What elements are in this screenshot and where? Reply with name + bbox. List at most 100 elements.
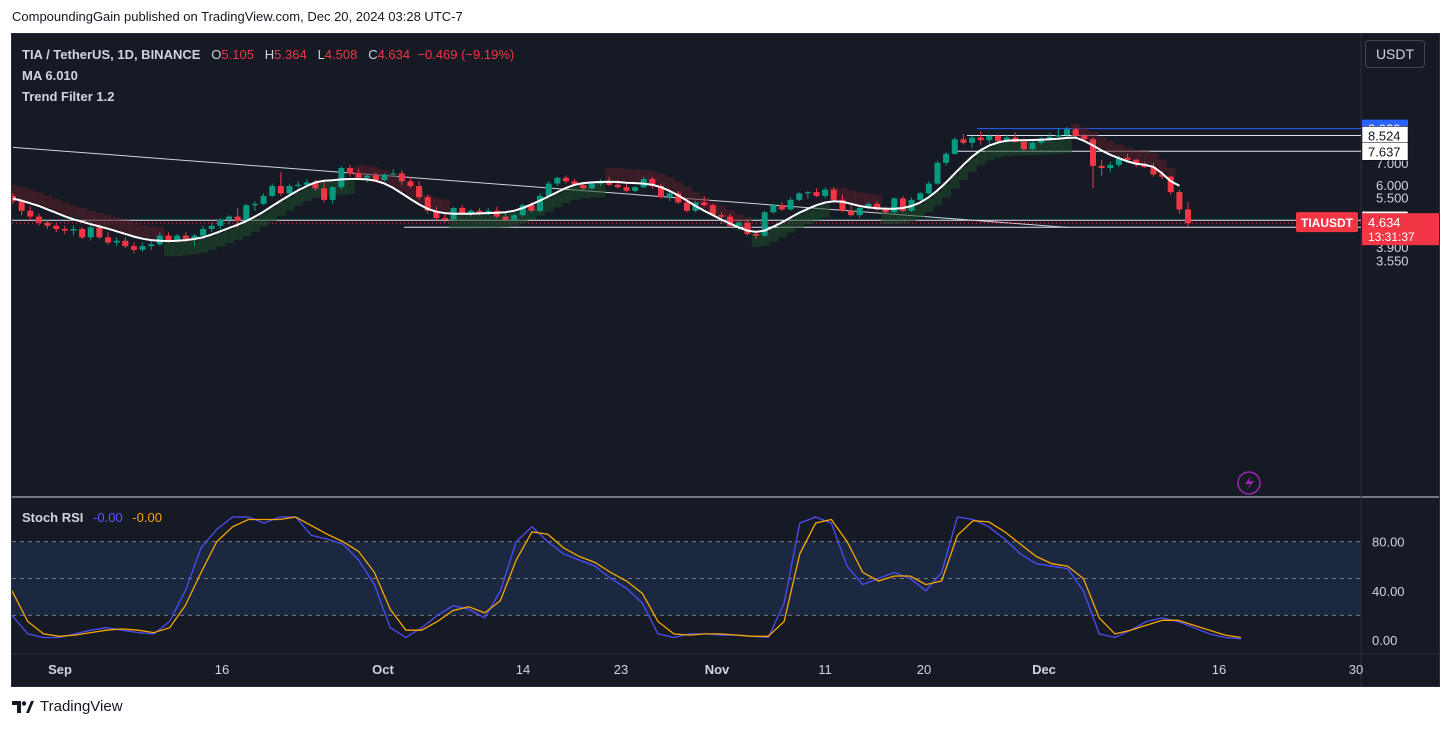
candle [407,176,414,189]
candle-body [727,216,734,226]
candle [649,176,656,189]
candle [105,232,112,245]
candle-body [1159,174,1166,177]
candle-body [130,246,137,250]
trend-band [103,214,113,228]
trend-filter-legend[interactable]: Trend Filter 1.2 [22,89,115,104]
trend-band [198,238,208,253]
candle [666,192,673,202]
trend-band [241,222,252,237]
chart-frame[interactable]: 8.0007.0006.0005.5003.9003.5508.9398.524… [11,33,1440,687]
candle-body [761,212,768,236]
candle [969,135,976,149]
trend-band [820,203,830,218]
candle [1176,189,1183,214]
trend-band [760,232,770,246]
candle [1107,161,1114,173]
candle [658,183,664,199]
candle [346,164,353,177]
trend-band [561,189,571,204]
ma-line [12,136,1180,243]
trend-band [691,192,701,205]
candle-body [571,181,578,185]
trend-band [941,183,951,198]
trend-band [492,214,502,228]
trend-band [673,181,684,194]
candle-body [277,185,284,194]
candle-body [554,177,561,184]
candle [623,183,630,193]
candle-body [364,175,371,178]
stoch-rsi-legend[interactable]: Stoch RSI -0.00 -0.00 [22,510,162,525]
trend-band [1157,159,1167,172]
trend-band [630,169,640,182]
trend-band [1054,140,1064,154]
candle-body [1072,129,1079,136]
chart-legend: TIA / TetherUS, 1D, BINANCE O5.105 H5.36… [22,44,514,107]
open-label: O [211,47,222,62]
candle [770,203,777,214]
candle-body [459,207,466,214]
candle-body [286,185,293,194]
trend-band [1010,141,1021,156]
trend-band [25,189,36,202]
trend-band [233,226,243,241]
candle [1064,126,1071,138]
candle-body [226,216,232,220]
candle-body [658,185,664,198]
trend-band [69,205,79,218]
candle [986,134,993,147]
currency-button[interactable]: USDT [1365,40,1425,68]
candle-body [191,235,198,240]
candle [727,213,734,228]
candle [960,134,967,145]
trend-band [449,215,459,229]
trend-band [656,173,666,186]
trend-band [846,190,856,203]
candle [191,233,198,247]
trend-band [682,186,692,200]
candle-body [424,197,431,211]
trend-band [924,198,934,213]
trend-band [587,183,597,198]
time-tick-label: Nov [705,662,730,677]
candle-body [804,192,811,194]
candle-body [200,228,207,236]
candle-body [61,228,68,231]
trend-band [397,179,407,192]
trend-band [457,215,468,229]
candle-body [182,235,189,240]
candle-body [917,193,924,200]
candle-body [675,193,682,203]
trend-band [553,193,563,208]
stoch-k-value: -0.00 [93,510,123,525]
candle-body [709,205,716,216]
candle-body [753,233,760,236]
trend-band [1080,127,1090,140]
candle-body [1046,136,1053,139]
trend-band [604,168,614,181]
trend-band [933,191,943,206]
trend-band [432,197,442,211]
candle-body [545,183,552,196]
trend-band [803,210,813,224]
candle-body [770,205,777,213]
candle-body [951,139,958,154]
trend-band [190,240,200,255]
trend-band [43,195,53,208]
candle [113,237,120,247]
symbol-label[interactable]: TIA / TetherUS, 1D, BINANCE [22,47,201,62]
stoch-k-line [12,516,1242,640]
trend-band [406,185,416,198]
ma-legend[interactable]: MA 6.010 [22,68,78,83]
candle-body [79,228,86,238]
candle [53,222,60,233]
chart-canvas[interactable]: 8.0007.0006.0005.5003.9003.5508.9398.524… [12,34,1439,686]
candle-body [718,215,725,217]
open-value: 5.105 [221,47,254,62]
candle [778,202,785,211]
candle-body [580,184,587,189]
candle-body [1081,135,1088,140]
candle-body [35,216,42,223]
trend-band [17,186,27,200]
